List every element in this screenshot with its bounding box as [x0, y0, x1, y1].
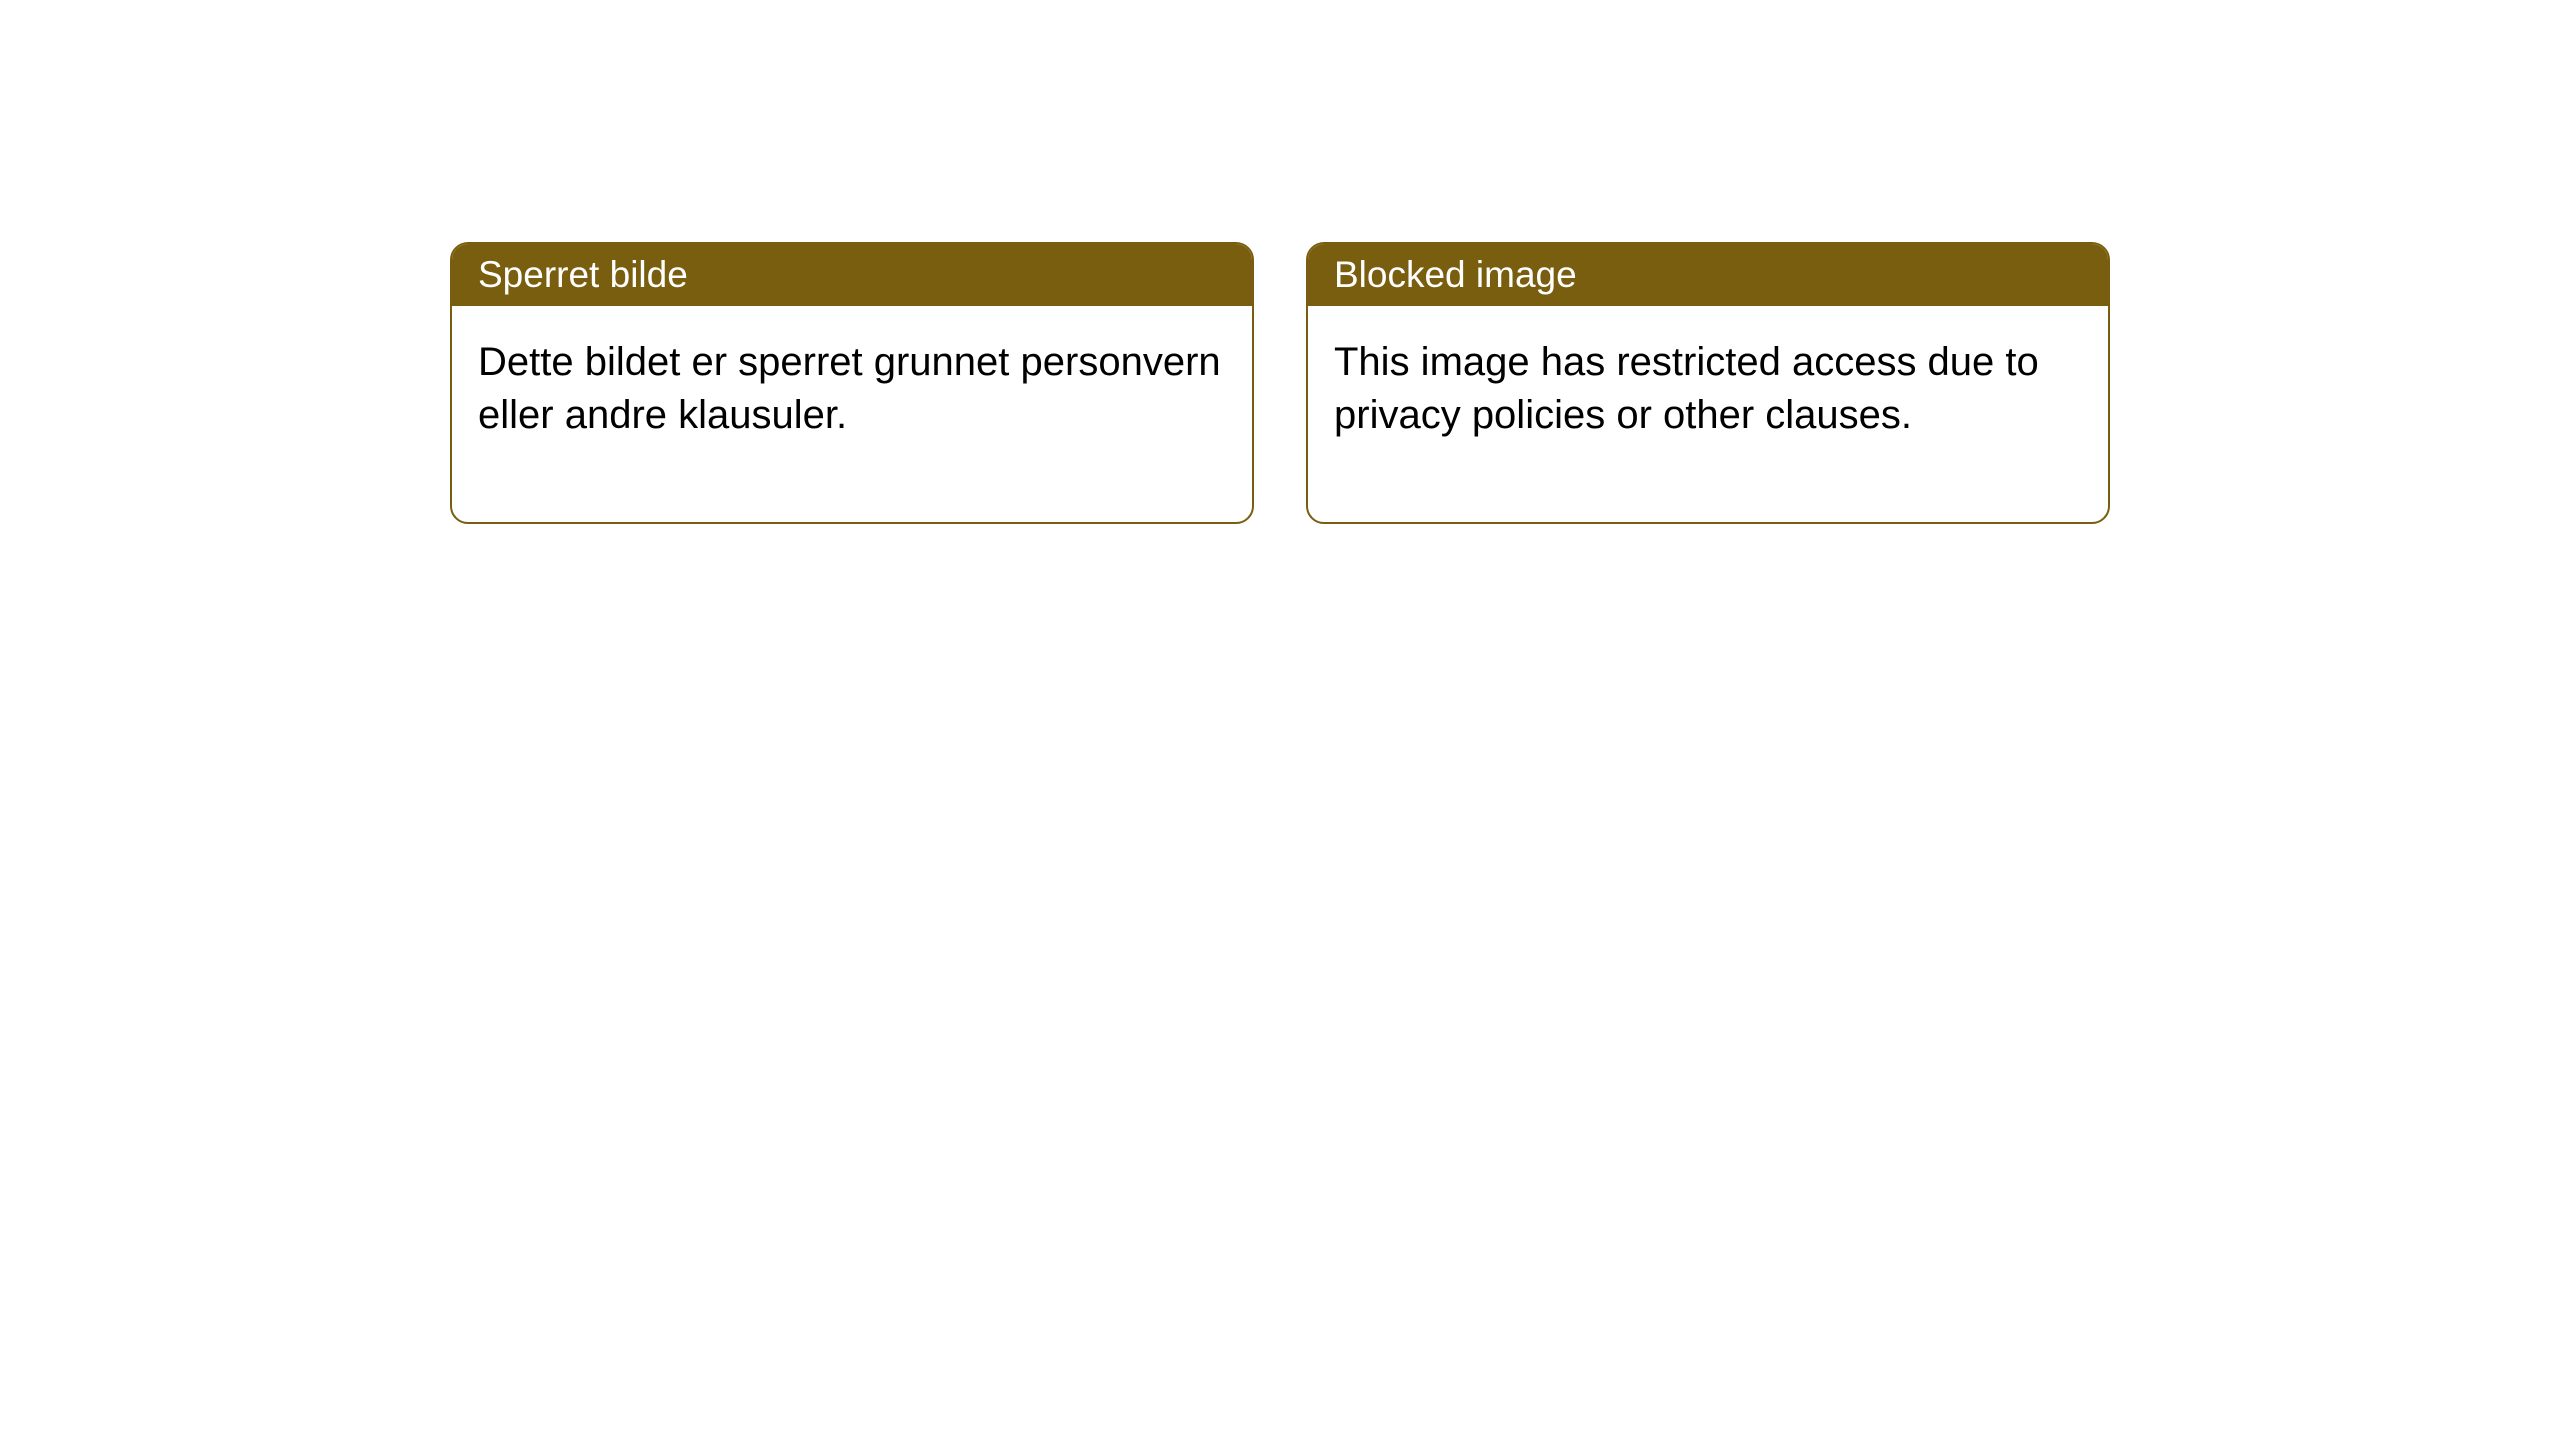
notice-body: Dette bildet er sperret grunnet personve… [452, 306, 1252, 522]
notice-container: Sperret bilde Dette bildet er sperret gr… [450, 242, 2110, 524]
notice-body: This image has restricted access due to … [1308, 306, 2108, 522]
notice-body-text: Dette bildet er sperret grunnet personve… [478, 340, 1221, 437]
notice-body-text: This image has restricted access due to … [1334, 340, 2039, 437]
notice-header: Blocked image [1308, 244, 2108, 306]
notice-title: Blocked image [1334, 254, 1577, 295]
notice-title: Sperret bilde [478, 254, 688, 295]
notice-box-english: Blocked image This image has restricted … [1306, 242, 2110, 524]
notice-box-norwegian: Sperret bilde Dette bildet er sperret gr… [450, 242, 1254, 524]
notice-header: Sperret bilde [452, 244, 1252, 306]
